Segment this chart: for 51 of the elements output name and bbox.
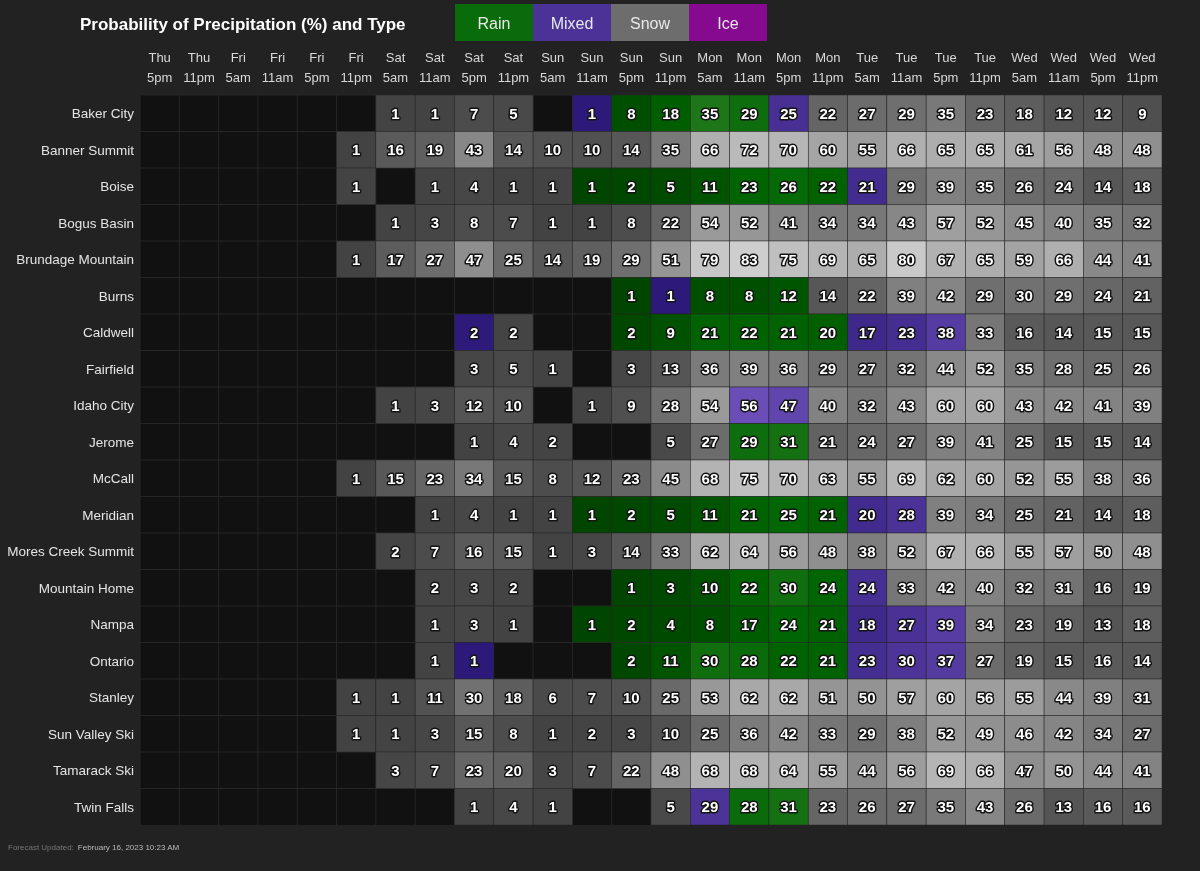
text: Forecast Updated: xyxy=(8,843,74,852)
y-tick-label: McCall xyxy=(92,471,134,487)
x-tick-label: Sun 11pm xyxy=(654,50,687,85)
x-tick-label: Sat 5am xyxy=(382,50,409,85)
y-tick-label: Idaho City xyxy=(73,398,135,414)
y-tick-label: Caldwell xyxy=(82,325,134,341)
x-tick-label: Sat 5pm xyxy=(461,50,487,85)
y-tick-label: Fairfield xyxy=(85,361,134,377)
y-tick-label: Mountain Home xyxy=(38,580,134,596)
x-tick-label: Mon 5pm xyxy=(775,50,802,85)
x-tick-label: Fri 5pm xyxy=(304,50,330,85)
x-tick-label: Thu 11pm xyxy=(183,50,215,85)
chart-title: Probability of Precipitation (%) and Type xyxy=(80,15,406,34)
y-tick-label: Brundage Mountain xyxy=(16,252,134,268)
y-tick-label: Stanley xyxy=(88,690,135,706)
x-tick-label: Fri 11pm xyxy=(340,50,372,85)
legend-label: Ice xyxy=(717,14,739,32)
x-tick-label: Mon 11am xyxy=(733,50,766,85)
y-tick-label: Sun Valley Ski xyxy=(47,726,134,742)
x-tick-label: Wed 11am xyxy=(1047,50,1080,85)
y-tick-label: Meridian xyxy=(82,507,134,523)
x-tick-label: Tue 11am xyxy=(890,50,923,85)
x-tick-label: Wed 5am xyxy=(1011,50,1038,85)
legend-label: Rain xyxy=(477,14,511,32)
y-tick-label: Nampa xyxy=(90,617,135,633)
y-tick-label: Tamarack Ski xyxy=(52,763,134,779)
x-tick-label: Wed 5pm xyxy=(1089,50,1117,85)
x-tick-label: Mon 5am xyxy=(697,50,723,85)
x-tick-label: Thu 5pm xyxy=(147,50,173,85)
x-tick-label: Sun 5pm xyxy=(618,50,644,85)
y-tick-label: Boise xyxy=(100,179,134,195)
x-tick-label: Tue 5pm xyxy=(933,50,959,85)
x-tick-label: Sun 5am xyxy=(540,50,566,85)
y-tick-label: Twin Falls xyxy=(73,799,135,815)
x-tick-label: Tue 11pm xyxy=(969,50,1001,85)
x-tick-label: Sun 11am xyxy=(576,50,608,85)
y-tick-label: Baker City xyxy=(71,106,135,122)
y-tick-label: Mores Creek Summit xyxy=(7,544,135,560)
x-tick-label: Mon 11pm xyxy=(812,50,844,85)
y-tick-label: Bogus Basin xyxy=(58,215,134,231)
x-tick-label: Tue 5am xyxy=(854,50,880,85)
y-tick-label: Jerome xyxy=(88,434,134,450)
x-tick-label: Sat 11pm xyxy=(497,50,530,85)
x-tick-label: Fri 11am xyxy=(261,50,294,85)
y-tick-label: Burns xyxy=(98,288,135,304)
text: February 16, 2023 10:23 AM xyxy=(77,843,180,852)
x-tick-label: Wed 11pm xyxy=(1126,50,1159,85)
y-tick-label: Banner Summit xyxy=(40,142,135,158)
y-tick-label: Ontario xyxy=(89,653,134,669)
x-tick-label: Sat 11am xyxy=(419,50,451,85)
x-tick-label: Fri 5am xyxy=(225,50,251,85)
